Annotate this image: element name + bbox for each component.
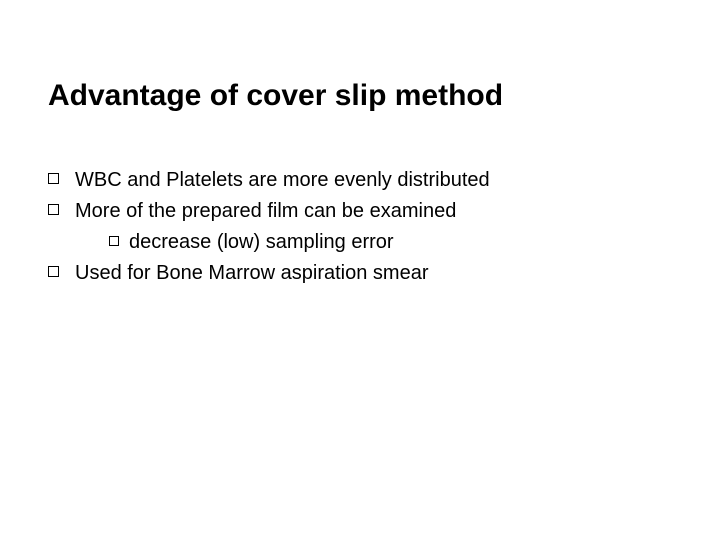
square-bullet-icon [48, 266, 59, 277]
list-item: More of the prepared film can be examine… [48, 197, 672, 226]
square-bullet-icon [48, 204, 59, 215]
list-item-text: Used for Bone Marrow aspiration smear [75, 259, 672, 288]
slide: Advantage of cover slip method WBC and P… [0, 0, 720, 540]
list-item-text: WBC and Platelets are more evenly distri… [75, 166, 672, 195]
bullet-sublist: decrease (low) sampling error [75, 228, 672, 257]
list-subitem: decrease (low) sampling error [109, 228, 672, 257]
list-subitem-text: decrease (low) sampling error [129, 228, 672, 257]
list-item-nested-wrapper: decrease (low) sampling error [48, 228, 672, 257]
list-item: WBC and Platelets are more evenly distri… [48, 166, 672, 195]
bullet-list: WBC and Platelets are more evenly distri… [48, 166, 672, 288]
list-item: Used for Bone Marrow aspiration smear [48, 259, 672, 288]
square-bullet-icon [109, 236, 119, 246]
slide-title: Advantage of cover slip method [48, 78, 672, 114]
list-item-text: More of the prepared film can be examine… [75, 197, 672, 226]
square-bullet-icon [48, 173, 59, 184]
